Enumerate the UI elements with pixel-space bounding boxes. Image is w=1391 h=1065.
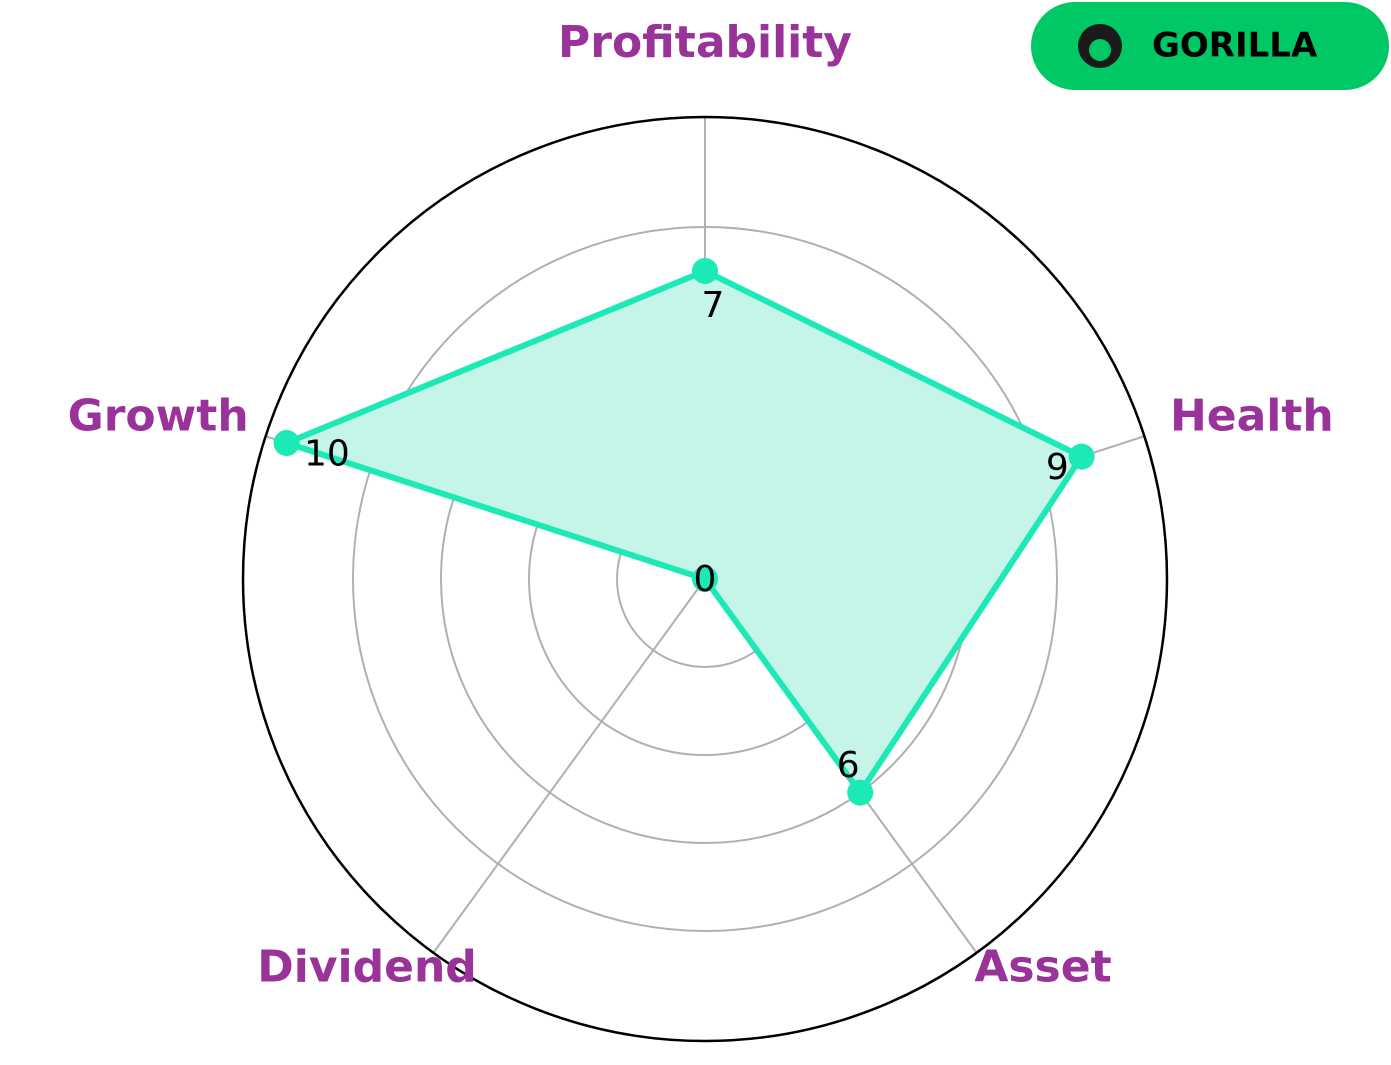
spoke — [432, 578, 706, 954]
badge-icon-face — [1089, 39, 1111, 61]
value-label: 0 — [694, 559, 717, 600]
value-label: 7 — [702, 285, 725, 326]
value-label: 9 — [1046, 447, 1069, 488]
data-point — [692, 566, 718, 592]
data-point — [1068, 443, 1095, 470]
value-label: 6 — [837, 745, 860, 786]
category-label: Asset — [974, 942, 1111, 993]
data-point — [273, 430, 300, 457]
badge-text: GORILLA — [1152, 26, 1318, 66]
badge: GORILLA — [1031, 2, 1389, 90]
category-label: Health — [1170, 390, 1334, 441]
data-point — [692, 258, 718, 284]
badge-background — [1031, 2, 1389, 90]
category-label: Profitability — [558, 17, 852, 68]
data-point — [847, 779, 874, 806]
value-label: 10 — [304, 434, 350, 475]
radar-area — [283, 268, 1085, 796]
category-label: Dividend — [257, 942, 477, 993]
category-label: Growth — [68, 390, 249, 441]
outer-ring — [241, 115, 1169, 1043]
